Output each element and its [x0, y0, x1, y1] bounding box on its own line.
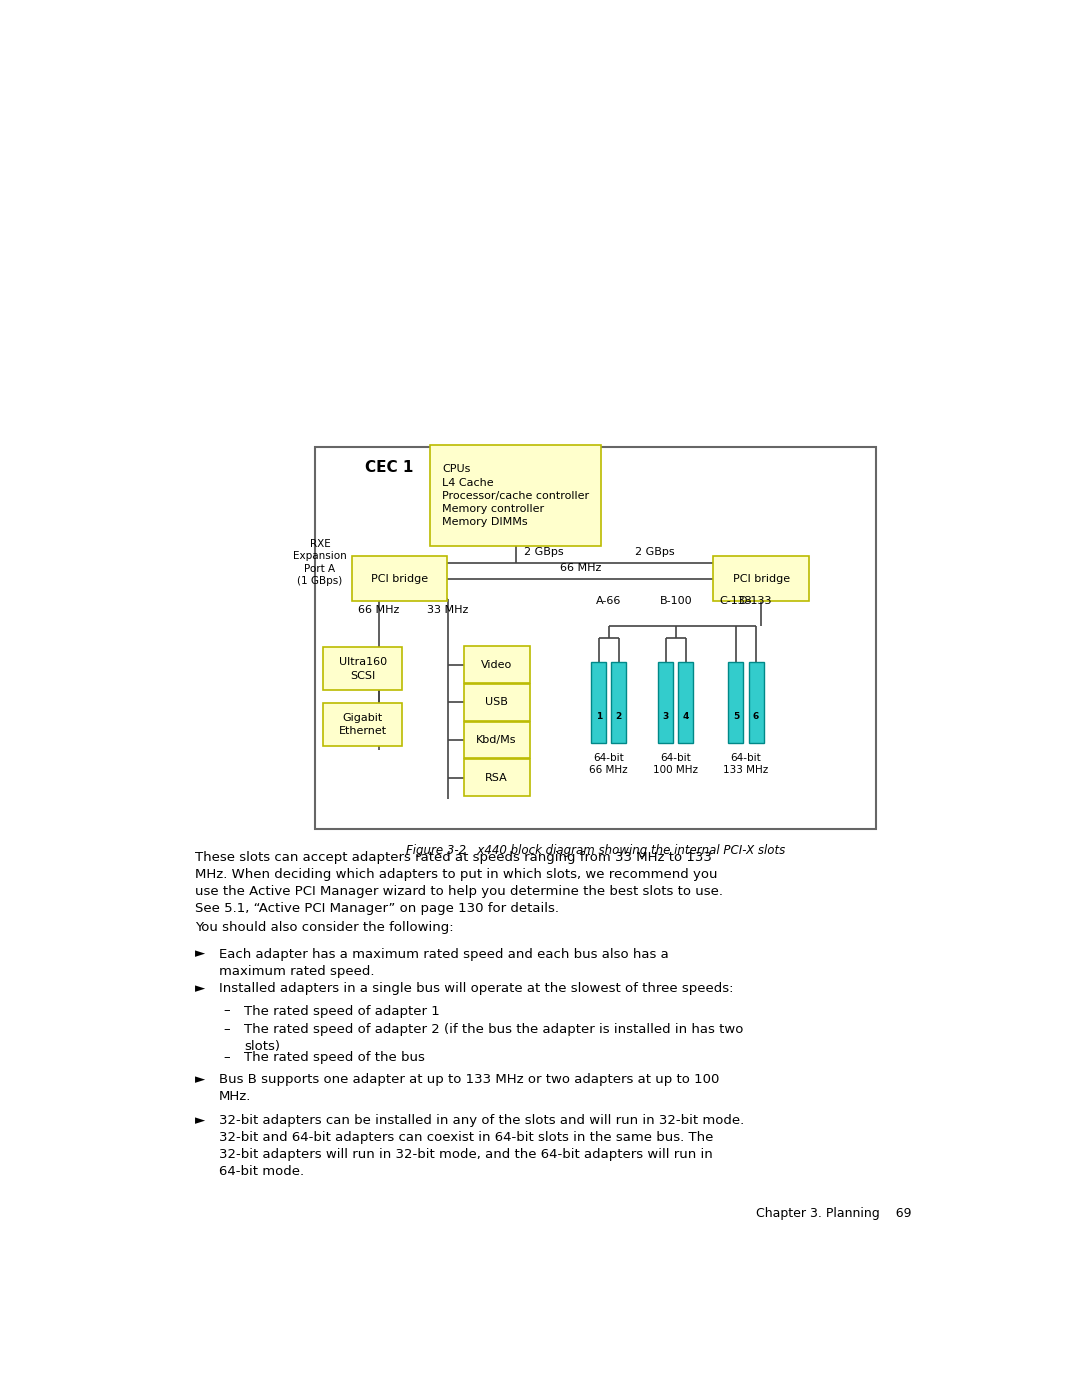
Text: Each adapter has a maximum rated speed and each bus also has a
maximum rated spe: Each adapter has a maximum rated speed a…	[218, 947, 669, 978]
Text: ►: ►	[195, 1073, 205, 1087]
Text: C-133: C-133	[719, 597, 753, 606]
FancyBboxPatch shape	[748, 662, 764, 743]
FancyBboxPatch shape	[431, 446, 602, 546]
FancyBboxPatch shape	[714, 556, 809, 601]
Text: Bus B supports one adapter at up to 133 MHz or two adapters at up to 100
MHz.: Bus B supports one adapter at up to 133 …	[218, 1073, 719, 1104]
Text: The rated speed of adapter 1: The rated speed of adapter 1	[244, 1004, 440, 1017]
FancyBboxPatch shape	[591, 662, 606, 743]
Text: 6: 6	[753, 712, 759, 721]
Text: CEC 1: CEC 1	[365, 460, 414, 475]
Text: 66 MHz: 66 MHz	[357, 605, 400, 616]
Text: PCI bridge: PCI bridge	[732, 574, 789, 584]
FancyBboxPatch shape	[463, 685, 529, 721]
FancyBboxPatch shape	[323, 703, 402, 746]
Text: 64-bit
100 MHz: 64-bit 100 MHz	[653, 753, 698, 775]
Text: The rated speed of adapter 2 (if the bus the adapter is installed in has two
slo: The rated speed of adapter 2 (if the bus…	[244, 1023, 743, 1053]
Text: A-66: A-66	[596, 597, 621, 606]
Text: PCI bridge: PCI bridge	[370, 574, 428, 584]
Text: ►: ►	[195, 982, 205, 995]
Text: –: –	[222, 1051, 230, 1063]
FancyBboxPatch shape	[352, 556, 447, 601]
Text: 66 MHz: 66 MHz	[559, 563, 600, 573]
Text: RXE
Expansion
Port A
(1 GBps): RXE Expansion Port A (1 GBps)	[293, 539, 347, 585]
Text: 1: 1	[595, 712, 602, 721]
Text: –: –	[222, 1004, 230, 1017]
Text: RSA: RSA	[485, 773, 508, 782]
Text: B-100: B-100	[660, 597, 692, 606]
Text: Figure 3-2   x440 block diagram showing the internal PCI-X slots: Figure 3-2 x440 block diagram showing th…	[406, 844, 785, 858]
Text: 2 GBps: 2 GBps	[524, 548, 564, 557]
Text: Installed adapters in a single bus will operate at the slowest of three speeds:: Installed adapters in a single bus will …	[218, 982, 733, 995]
Text: ►: ►	[195, 1115, 205, 1127]
Text: 32-bit adapters can be installed in any of the slots and will run in 32-bit mode: 32-bit adapters can be installed in any …	[218, 1115, 744, 1178]
Text: Gigabit
Ethernet: Gigabit Ethernet	[339, 714, 387, 736]
Text: These slots can accept adapters rated at speeds ranging from 33 MHz to 133
MHz. : These slots can accept adapters rated at…	[195, 851, 724, 915]
Text: ►: ►	[195, 947, 205, 961]
Text: 2 GBps: 2 GBps	[635, 548, 675, 557]
Text: The rated speed of the bus: The rated speed of the bus	[244, 1051, 424, 1063]
Text: Chapter 3. Planning    69: Chapter 3. Planning 69	[756, 1207, 912, 1220]
FancyBboxPatch shape	[463, 647, 529, 683]
Text: 3: 3	[662, 712, 669, 721]
FancyBboxPatch shape	[315, 447, 876, 830]
FancyBboxPatch shape	[678, 662, 693, 743]
Text: 33 MHz: 33 MHz	[428, 605, 469, 616]
Text: D-133: D-133	[740, 597, 773, 606]
Text: Video: Video	[481, 659, 512, 669]
Text: –: –	[222, 1023, 230, 1035]
FancyBboxPatch shape	[323, 647, 402, 690]
Text: CPUs
L4 Cache
Processor/cache controller
Memory controller
Memory DIMMs: CPUs L4 Cache Processor/cache controller…	[443, 464, 590, 527]
Text: Ultra160
SCSI: Ultra160 SCSI	[339, 658, 387, 680]
Text: 64-bit
133 MHz: 64-bit 133 MHz	[724, 753, 769, 775]
Text: 5: 5	[733, 712, 739, 721]
Text: 64-bit
66 MHz: 64-bit 66 MHz	[590, 753, 629, 775]
Text: USB: USB	[485, 697, 508, 707]
Text: 2: 2	[616, 712, 622, 721]
FancyBboxPatch shape	[463, 722, 529, 759]
FancyBboxPatch shape	[658, 662, 673, 743]
Text: Kbd/Ms: Kbd/Ms	[476, 735, 517, 745]
FancyBboxPatch shape	[463, 760, 529, 796]
Text: 4: 4	[683, 712, 689, 721]
FancyBboxPatch shape	[611, 662, 626, 743]
FancyBboxPatch shape	[728, 662, 743, 743]
Text: You should also consider the following:: You should also consider the following:	[195, 921, 454, 933]
